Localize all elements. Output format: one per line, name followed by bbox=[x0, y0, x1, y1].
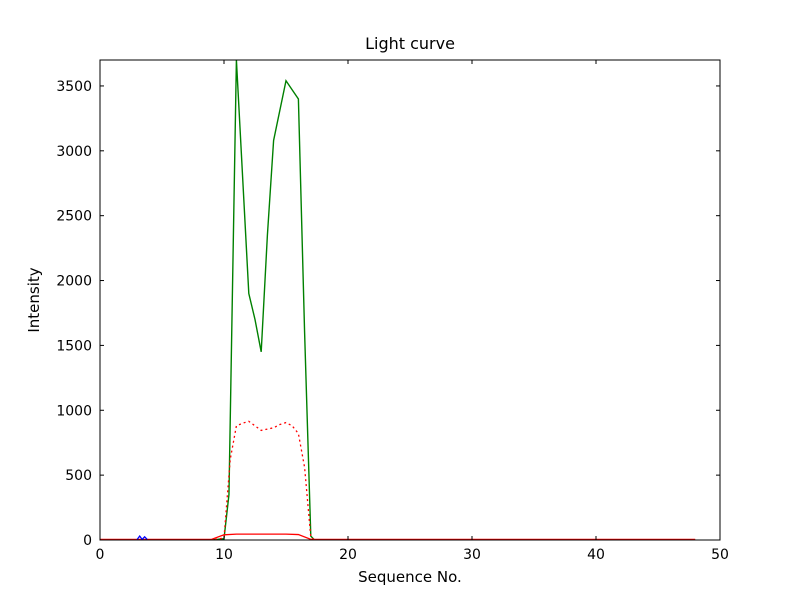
x-tick-label: 20 bbox=[339, 547, 357, 563]
y-tick-label: 0 bbox=[83, 533, 92, 549]
x-tick-label: 50 bbox=[711, 547, 729, 563]
y-tick-label: 2000 bbox=[56, 274, 92, 290]
x-axis-label: Sequence No. bbox=[358, 568, 462, 586]
y-tick-label: 1500 bbox=[56, 338, 92, 354]
chart-title: Light curve bbox=[365, 34, 455, 53]
series-red-solid bbox=[100, 533, 696, 540]
y-tick-label: 500 bbox=[65, 468, 92, 484]
y-axis-label: Intensity bbox=[25, 267, 43, 333]
x-tick-label: 10 bbox=[215, 547, 233, 563]
y-tick-label: 3500 bbox=[56, 79, 92, 95]
x-tick-label: 30 bbox=[463, 547, 481, 563]
y-tick-label: 3000 bbox=[56, 144, 92, 160]
x-tick-label: 0 bbox=[96, 547, 105, 563]
series-blue-blip bbox=[136, 535, 148, 540]
x-tick-label: 40 bbox=[587, 547, 605, 563]
axes-frame bbox=[99, 59, 721, 541]
series-red-dotted bbox=[100, 420, 696, 540]
series-green-solid bbox=[100, 60, 696, 540]
y-tick-label: 1000 bbox=[56, 403, 92, 419]
y-tick-label: 2500 bbox=[56, 209, 92, 225]
